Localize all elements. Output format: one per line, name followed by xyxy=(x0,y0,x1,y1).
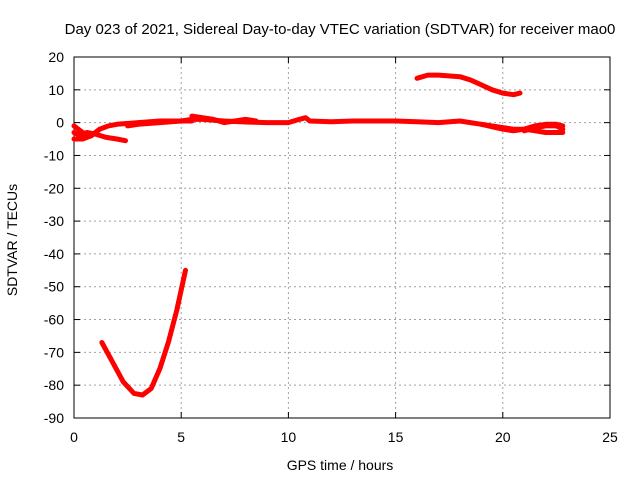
y-tick-label: 10 xyxy=(48,82,64,98)
y-tick-label: -40 xyxy=(44,246,64,262)
y-tick-label: -60 xyxy=(44,312,64,328)
y-tick-label: -30 xyxy=(44,213,64,229)
y-tick-label: 20 xyxy=(48,49,64,65)
series-line-track-c xyxy=(71,123,103,139)
x-axis-label: GPS time / hours xyxy=(287,457,394,473)
y-tick-label: -90 xyxy=(44,410,64,426)
plot-area xyxy=(73,56,611,419)
series-line-track-g xyxy=(189,113,259,126)
y-tick-label: -70 xyxy=(44,344,64,360)
y-axis-label: SDTVAR / TECUs xyxy=(4,184,20,296)
y-tick-label: 0 xyxy=(56,115,64,131)
series-line-track-f xyxy=(521,123,566,134)
x-tick-label: 15 xyxy=(388,429,404,445)
series-line-track-h xyxy=(414,72,523,98)
x-tick-label: 0 xyxy=(70,429,78,445)
y-tick-label: -10 xyxy=(44,147,64,163)
series-group xyxy=(71,72,566,398)
y-tick-label: -20 xyxy=(44,180,64,196)
y-tick-label: -80 xyxy=(44,377,64,393)
x-tick-label: 20 xyxy=(495,429,511,445)
axis-ticks: 0 5 10 15 20 25 20 10 0 -10 -20 -30 -40 -50 -60 -70 -80 -… xyxy=(44,49,618,445)
grid xyxy=(73,56,611,419)
y-tick-label: -50 xyxy=(44,279,64,295)
x-tick-label: 25 xyxy=(602,429,618,445)
x-tick-label: 5 xyxy=(177,429,185,445)
series-line-track-i xyxy=(99,267,188,398)
chart-title: Day 023 of 2021, Sidereal Day-to-day VTE… xyxy=(65,21,616,38)
x-tick-label: 10 xyxy=(281,429,297,445)
